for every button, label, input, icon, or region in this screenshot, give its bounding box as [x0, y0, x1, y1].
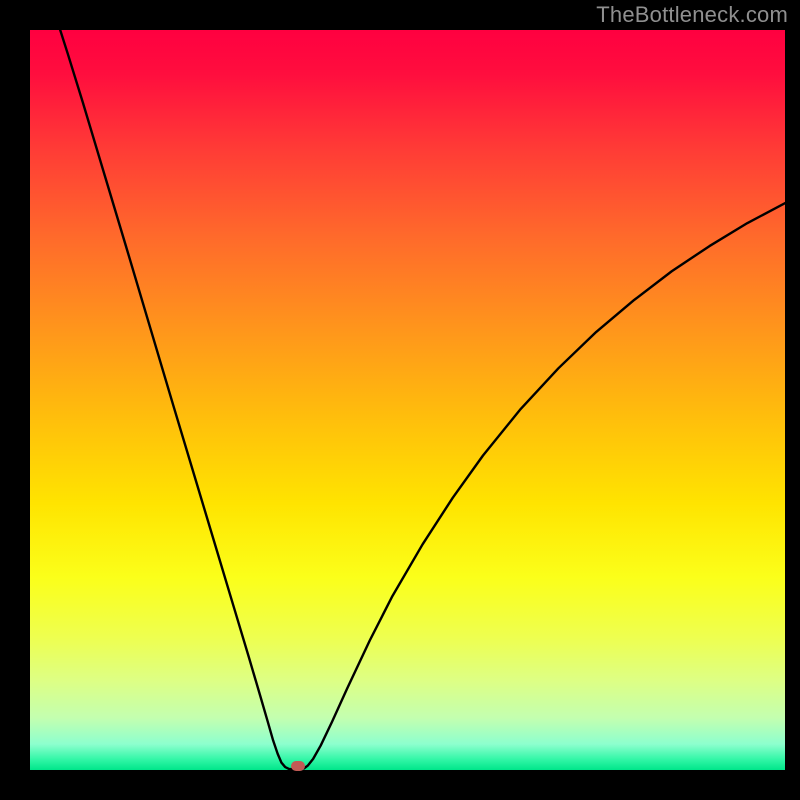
chart-frame: TheBottleneck.com [0, 0, 800, 800]
watermark-text: TheBottleneck.com [596, 2, 788, 28]
bottleneck-curve [60, 30, 785, 769]
minimum-marker [291, 761, 305, 771]
curve-layer [30, 30, 785, 770]
plot-area [30, 30, 785, 770]
